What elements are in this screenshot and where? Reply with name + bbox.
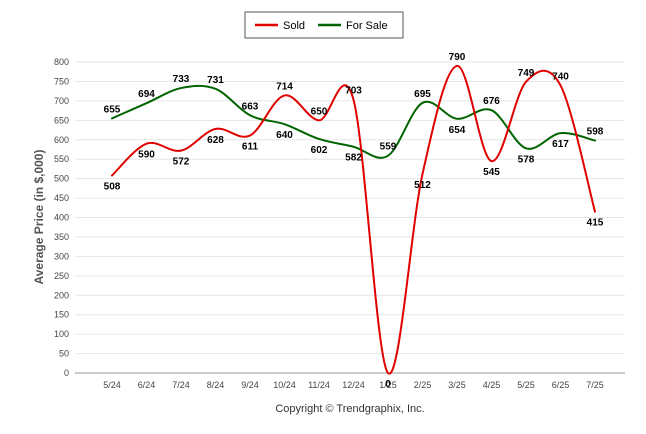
copyright-credit: Copyright © Trendgraphix, Inc. xyxy=(275,403,424,415)
for-sale-data-label: 654 xyxy=(449,125,466,136)
x-tick-label: 10/24 xyxy=(273,380,296,390)
sold-data-label: 572 xyxy=(173,157,190,168)
sold-data-label: 512 xyxy=(414,180,431,191)
x-tick-label: 5/24 xyxy=(103,380,121,390)
y-tick-label: 150 xyxy=(54,310,69,320)
x-tick-label: 2/25 xyxy=(414,380,432,390)
x-tick-label: 7/25 xyxy=(586,380,604,390)
sold-data-label: 545 xyxy=(483,167,500,178)
legend-forsale-label: For Sale xyxy=(346,20,388,32)
for-sale-series-line xyxy=(111,84,596,159)
series-lines xyxy=(111,64,596,375)
x-tick-label: 6/25 xyxy=(552,380,570,390)
sold-data-label: 650 xyxy=(311,106,328,117)
for-sale-data-label: 731 xyxy=(207,75,224,86)
sold-data-label: 508 xyxy=(104,182,121,193)
y-tick-label: 450 xyxy=(54,193,69,203)
y-tick-label: 500 xyxy=(54,174,69,184)
y-axis-title: Average Price (in $,000) xyxy=(32,150,46,285)
y-tick-label: 400 xyxy=(54,213,69,223)
y-tick-label: 350 xyxy=(54,232,69,242)
y-axis-ticks: 0 50 100 150 200 250 300 350 400 450 500 550 600 650 7… xyxy=(54,57,69,378)
for-sale-data-label: 695 xyxy=(414,89,431,100)
sold-data-label: 590 xyxy=(138,150,155,161)
sold-data-label: 740 xyxy=(552,71,569,82)
sold-data-label: 703 xyxy=(345,86,362,97)
x-axis-ticks: 5/24 6/24 7/24 8/24 9/24 10/24 11/24 12/24 1/25 2… xyxy=(103,380,604,390)
for-sale-data-label: 582 xyxy=(345,153,362,164)
sold-data-label: 628 xyxy=(207,135,224,146)
y-tick-label: 50 xyxy=(59,349,69,359)
x-tick-label: 4/25 xyxy=(483,380,501,390)
y-tick-label: 800 xyxy=(54,57,69,67)
for-sale-data-label: 676 xyxy=(483,96,500,107)
sold-data-label: 714 xyxy=(276,81,293,92)
y-tick-label: 650 xyxy=(54,115,69,125)
data-labels: 508 590 572 628 611 714 650 703 0 512 790 545 749 740… xyxy=(104,52,604,390)
sold-data-label: 0 xyxy=(385,379,391,390)
sold-data-label: 749 xyxy=(518,68,535,79)
legend: Sold For Sale xyxy=(244,11,404,39)
for-sale-data-label: 694 xyxy=(138,89,155,100)
gridlines xyxy=(75,61,625,374)
sold-data-label: 415 xyxy=(587,218,604,229)
y-tick-label: 200 xyxy=(54,290,69,300)
for-sale-data-label: 733 xyxy=(173,74,190,85)
y-tick-label: 750 xyxy=(54,76,69,86)
for-sale-data-label: 663 xyxy=(242,101,259,112)
sold-data-label: 611 xyxy=(242,141,259,152)
for-sale-data-label: 655 xyxy=(104,104,121,115)
y-tick-label: 250 xyxy=(54,271,69,281)
x-tick-label: 7/24 xyxy=(172,380,190,390)
y-tick-label: 0 xyxy=(64,368,69,378)
y-tick-label: 550 xyxy=(54,154,69,164)
sold-data-label: 790 xyxy=(449,52,466,63)
x-tick-label: 1/25 xyxy=(379,380,397,390)
for-sale-data-label: 617 xyxy=(552,139,569,150)
y-tick-label: 700 xyxy=(54,96,69,106)
x-tick-label: 8/24 xyxy=(207,380,225,390)
x-tick-label: 11/24 xyxy=(308,380,330,390)
y-tick-label: 100 xyxy=(54,329,69,339)
for-sale-data-label: 559 xyxy=(380,142,397,153)
x-tick-label: 5/25 xyxy=(517,380,535,390)
x-tick-label: 12/24 xyxy=(342,380,365,390)
for-sale-data-label: 598 xyxy=(587,127,604,138)
x-tick-label: 6/24 xyxy=(138,380,156,390)
legend-sold-label: Sold xyxy=(283,20,305,32)
for-sale-data-label: 602 xyxy=(311,145,328,156)
sold-series-line xyxy=(111,64,596,375)
y-tick-label: 300 xyxy=(54,251,69,261)
x-tick-label: 3/25 xyxy=(448,380,466,390)
x-tick-label: 9/24 xyxy=(241,380,259,390)
y-tick-label: 600 xyxy=(54,135,69,145)
for-sale-data-label: 640 xyxy=(276,130,293,141)
for-sale-data-label: 578 xyxy=(518,154,535,165)
